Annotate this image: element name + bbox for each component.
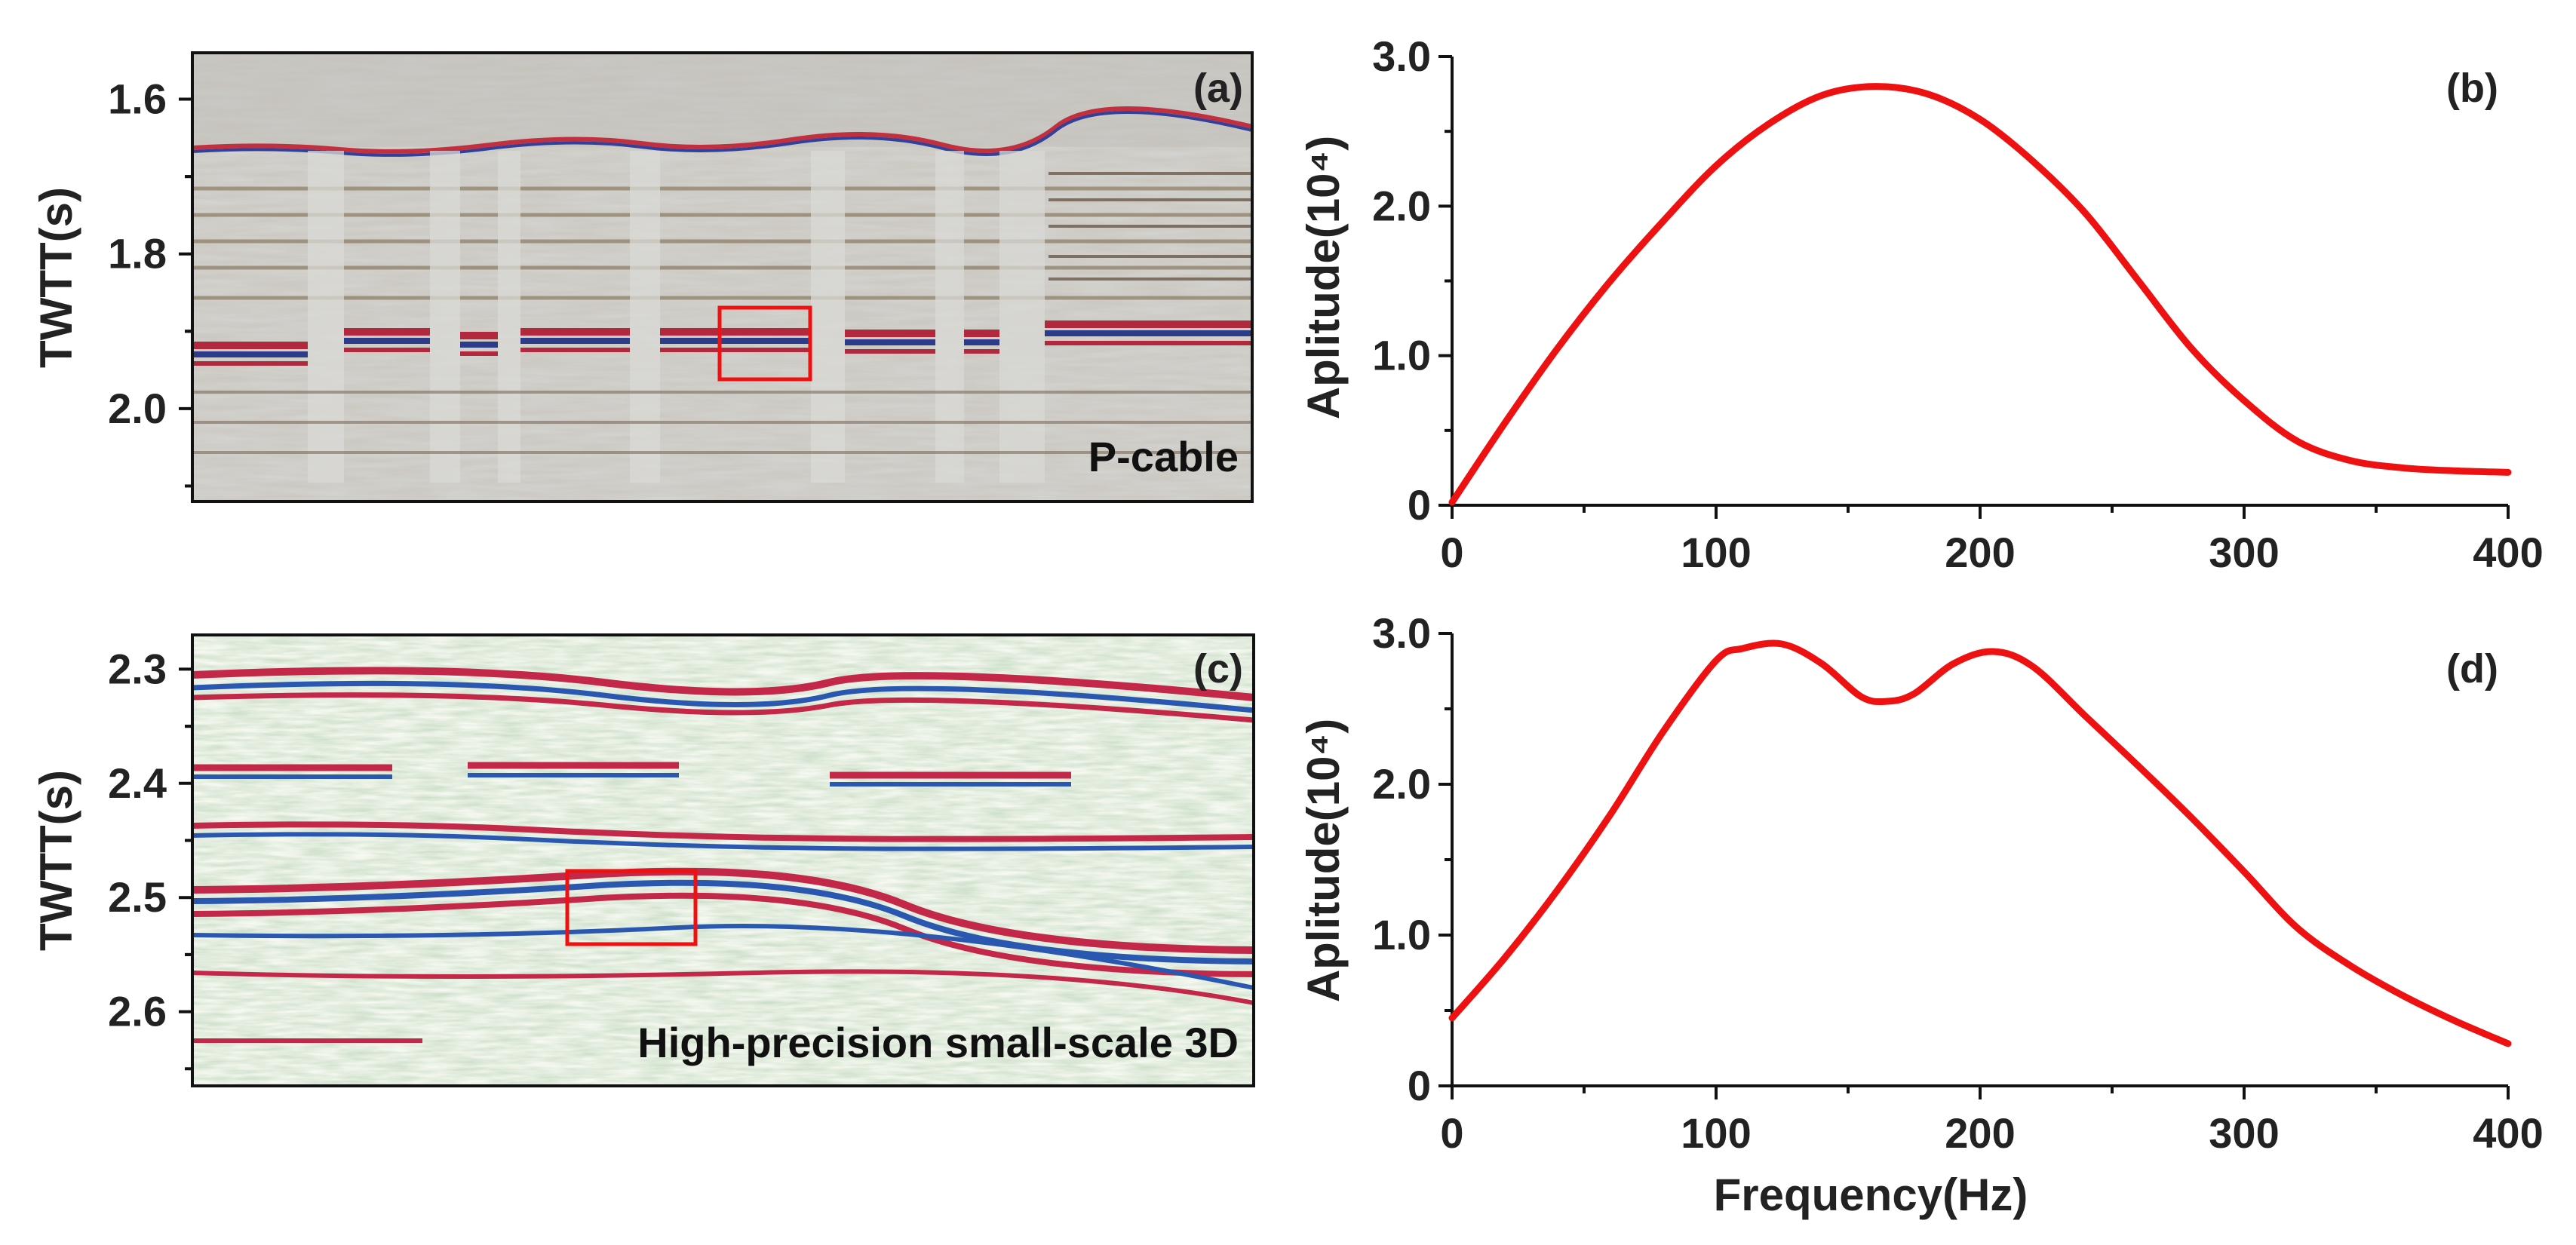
x-tick-label: 200 (1945, 1109, 2015, 1157)
panel-label-b: (b) (2446, 66, 2498, 111)
y-tick-label: 0 (1408, 481, 1431, 529)
y-tick-label: 2.4 (108, 759, 167, 807)
y-tick-label: 2.0 (108, 385, 167, 432)
panel-c: 2.3 2.4 2.5 2.6 TWTT(s) (c) High-precision … (31, 633, 1255, 1087)
panel-d: 0 1.0 2.0 3.0 0 100 200 300 400 Aplitude(10⁴) (d… (1298, 609, 2544, 1220)
y-tick-label: 2.3 (108, 645, 167, 692)
highlight-box-a (717, 305, 812, 382)
y-axis-label-b: Aplitude(10⁴) (1298, 136, 1349, 419)
y-axis-label-d: Aplitude(10⁴) (1298, 719, 1349, 1002)
x-tick-label: 300 (2209, 1109, 2279, 1157)
x-tick-label: 300 (2209, 529, 2279, 576)
axes-frame-a (191, 51, 1254, 503)
y-axis-label-c: TWTT(s) (31, 770, 81, 951)
panel-label-c: (c) (1193, 646, 1243, 691)
y-tick-label: 1.0 (1372, 911, 1431, 958)
seismic-image-c (192, 635, 1254, 1086)
y-tick-label: 3.0 (1372, 32, 1431, 80)
y-tick-label: 1.8 (108, 230, 167, 278)
x-tick-label: 400 (2473, 1109, 2543, 1157)
y-tick-label: 2.5 (108, 873, 167, 921)
highlight-box-c (565, 869, 698, 946)
caption-p-cable: P-cable (1088, 433, 1239, 480)
y-tick-label: 1.0 (1372, 332, 1431, 379)
y-tick-label: 2.0 (1372, 182, 1431, 229)
x-tick-label: 0 (1440, 529, 1463, 576)
panel-b: 0 1.0 2.0 3.0 0 100 200 300 400 Aplitude(10⁴) (b… (1298, 32, 2544, 576)
x-tick-label: 100 (1681, 1109, 1751, 1157)
panel-label-d: (d) (2446, 646, 2498, 691)
axes-frame-c (191, 633, 1255, 1087)
y-tick-label: 3.0 (1372, 609, 1431, 657)
y-axis-a: 1.6 1.8 2.0 (108, 75, 192, 488)
y-axis-c: 2.3 2.4 2.5 2.6 (108, 645, 192, 1071)
y-tick-label: 2.0 (1372, 760, 1431, 808)
spectrum-line (1448, 639, 2512, 1047)
x-tick-label: 200 (1945, 529, 2015, 576)
seismic-image-a (192, 53, 1252, 501)
y-tick-label: 0 (1408, 1062, 1431, 1109)
x-axis-label-d: Frequency(Hz) (1714, 1170, 2028, 1220)
caption-high-precision-3d: High-precision small-scale 3D (637, 1019, 1239, 1066)
panel-label-a: (a) (1193, 66, 1243, 111)
plot-area-b: 0 1.0 2.0 3.0 0 100 200 300 400 (1372, 32, 2544, 576)
panel-a: 1.6 1.8 2.0 TWTT(s) (a) P-cable (31, 51, 1254, 503)
y-tick-label: 2.6 (108, 988, 167, 1035)
x-tick-label: 0 (1440, 1109, 1463, 1157)
plot-area-d: 0 1.0 2.0 3.0 0 100 200 300 400 (1372, 609, 2544, 1157)
x-tick-label: 400 (2473, 529, 2543, 576)
spectrum-line (1448, 83, 2512, 506)
y-axis-label-a: TWTT(s) (31, 187, 81, 368)
y-tick-label: 1.6 (108, 75, 167, 123)
x-tick-label: 100 (1681, 529, 1751, 576)
